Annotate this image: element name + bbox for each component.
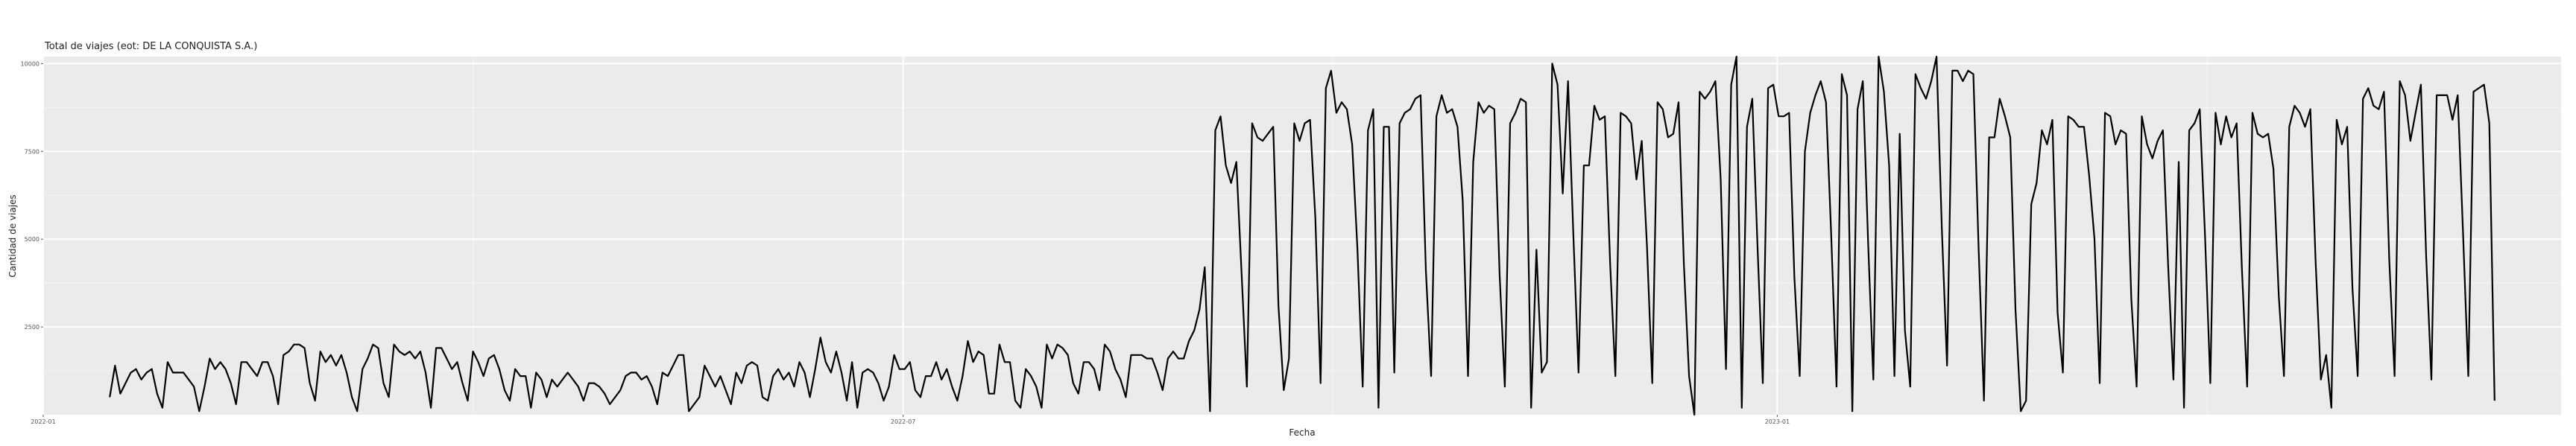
y-axis-title: Cantidad de viajes [7, 194, 18, 277]
series-line [109, 55, 2496, 416]
x-tick-label: 2023-01 [1765, 418, 1790, 425]
x-tick-label: 2022-07 [891, 418, 915, 425]
chart-title: Total de viajes (eot: DE LA CONQUISTA S.… [44, 41, 257, 52]
y-tick-label: 7500 [25, 148, 40, 155]
y-tick-label: 10000 [21, 60, 40, 67]
y-tick-label: 2500 [25, 324, 40, 331]
x-axis-title: Fecha [1289, 427, 1315, 438]
y-tick-label: 5000 [25, 236, 40, 243]
y-axis: 2500 5000 7500 10000 [21, 60, 43, 331]
x-tick-label: 2022-01 [31, 418, 55, 425]
x-axis: 2022-01 2022-07 2023-01 [31, 415, 1790, 425]
grid-minor [43, 57, 2561, 415]
